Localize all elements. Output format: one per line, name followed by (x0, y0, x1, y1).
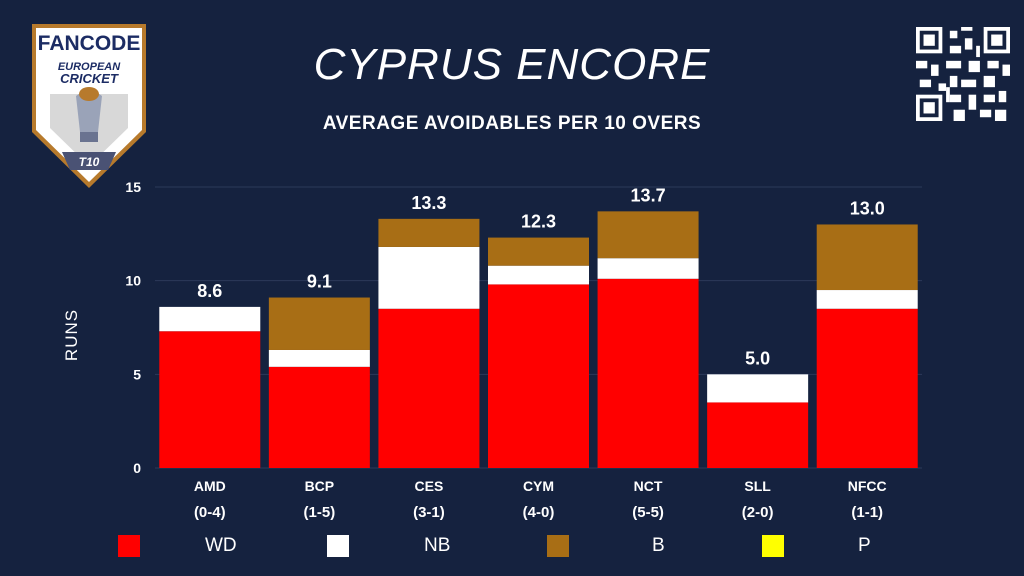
x-tick-label: NFCC (848, 478, 887, 494)
x-tick-label: CES (415, 478, 444, 494)
chart-subtitle: AVERAGE AVOIDABLES PER 10 OVERS (322, 113, 702, 134)
team-record-label: (3-1) (413, 504, 445, 521)
x-tick-label: SLL (744, 478, 771, 494)
bar-segment-b (816, 224, 918, 291)
y-tick-label: 10 (125, 273, 141, 289)
bar-segment-nb (159, 306, 261, 332)
bar-total-label: 5.0 (745, 348, 770, 368)
bar-segment-wd (378, 308, 480, 468)
page-title: CYPRUS ENCORE (313, 40, 711, 89)
bar-total-label: 13.0 (850, 198, 885, 218)
team-record-label: (5-5) (632, 504, 664, 521)
legend-swatch-nb (327, 535, 349, 557)
x-tick-label: BCP (305, 478, 335, 494)
bar-total-label: 8.6 (197, 281, 222, 301)
legend-label-nb: NB (424, 535, 451, 556)
team-record-label: (0-4) (194, 504, 226, 521)
fancode-european-cricket-logo: FANCODE EUROPEAN CRICKET T10 (32, 24, 146, 188)
team-record-label: (4-0) (523, 504, 555, 521)
legend-swatch-p (762, 535, 784, 557)
bar-segment-wd (816, 308, 918, 468)
legend-swatch-b (547, 535, 569, 557)
logo-line2-text: CRICKET (60, 71, 119, 86)
chart-legend: WD NB B P (0, 533, 1024, 563)
bar-segment-nb (597, 258, 699, 279)
qr-code-icon (916, 27, 1010, 121)
x-tick-label: CYM (523, 478, 554, 494)
bar-segment-b (268, 297, 370, 350)
bar-segment-b (488, 237, 589, 266)
bar-segment-wd (597, 278, 699, 468)
legend-swatch-wd (118, 535, 140, 557)
bar-segment-b (597, 211, 699, 259)
bar-total-label: 13.3 (411, 193, 446, 213)
x-tick-label: AMD (194, 478, 226, 494)
y-tick-label: 0 (133, 460, 141, 476)
bar-segment-nb (707, 374, 809, 403)
team-record-label: (1-5) (304, 504, 336, 521)
team-record-label: (1-1) (851, 504, 883, 521)
bar-segment-b (378, 218, 480, 247)
bar-total-label: 9.1 (307, 272, 332, 292)
legend-label-b: B (652, 535, 665, 556)
logo-line1-text: EUROPEAN (58, 61, 121, 73)
y-tick-label: 15 (125, 179, 141, 195)
bar-segment-wd (488, 284, 589, 468)
x-tick-label: NCT (634, 478, 663, 494)
bar-total-label: 12.3 (521, 212, 556, 232)
team-record-label: (2-0) (742, 504, 774, 521)
logo-brand-text: FANCODE (38, 32, 141, 55)
legend-label-wd: WD (205, 535, 237, 556)
bar-total-label: 13.7 (631, 185, 666, 205)
y-tick-label: 5 (133, 366, 141, 382)
bar-segment-wd (707, 402, 809, 468)
bar-segment-wd (159, 331, 261, 468)
bar-segment-nb (816, 290, 918, 309)
legend-label-p: P (858, 535, 871, 556)
bar-segment-nb (488, 265, 589, 285)
bar-segment-wd (268, 366, 370, 468)
logo-badge-text: T10 (79, 155, 100, 169)
bar-segment-nb (268, 349, 370, 367)
bar-segment-nb (378, 246, 480, 309)
